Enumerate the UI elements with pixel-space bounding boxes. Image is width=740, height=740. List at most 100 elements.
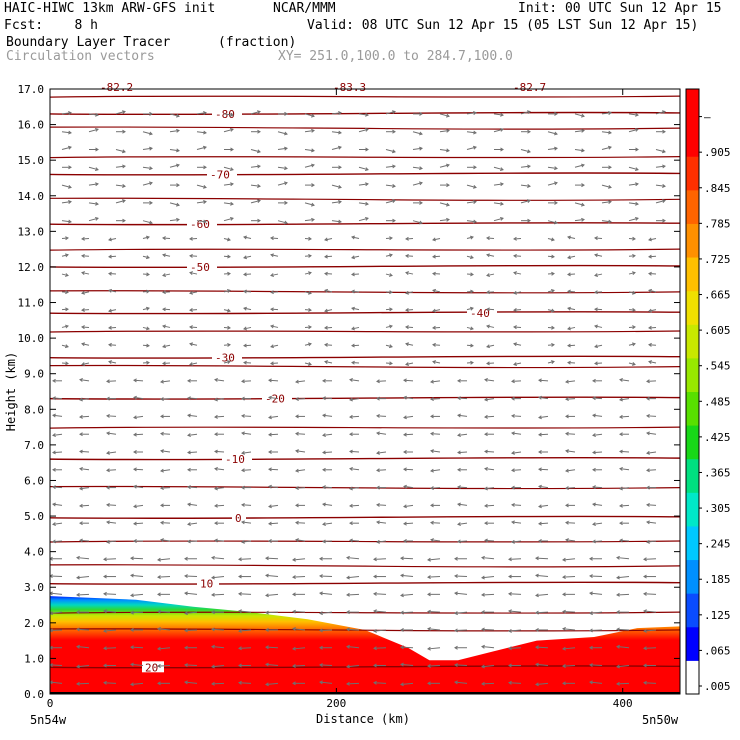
wind-vector-head bbox=[189, 236, 193, 241]
wind-vector-head bbox=[64, 324, 69, 329]
wind-vector-head bbox=[94, 216, 99, 221]
wind-vector bbox=[385, 111, 396, 115]
wind-vector bbox=[628, 128, 639, 133]
wind-vector bbox=[457, 451, 468, 454]
wind-vector-head bbox=[446, 217, 450, 222]
wind-vector-head bbox=[230, 182, 234, 187]
wind-vector-head bbox=[157, 609, 161, 614]
wind-vector-head bbox=[351, 272, 355, 277]
wind-vector-head bbox=[581, 217, 585, 222]
wind-vector-head bbox=[265, 573, 269, 578]
wind-vector-head bbox=[310, 202, 315, 207]
wind-vector-head bbox=[592, 522, 596, 527]
isotherm-label: -10 bbox=[225, 453, 245, 466]
wind-vector bbox=[196, 220, 207, 223]
wind-vector-head bbox=[243, 289, 247, 294]
wind-vector-head bbox=[373, 628, 377, 633]
wind-vector-head bbox=[562, 592, 566, 597]
wind-vector bbox=[511, 380, 522, 382]
wind-vector bbox=[373, 647, 387, 649]
wind-vector bbox=[142, 362, 150, 364]
wind-vector-head bbox=[189, 271, 194, 275]
wind-vector bbox=[79, 415, 90, 418]
wind-vector-head bbox=[526, 149, 531, 154]
wind-vector-head bbox=[295, 397, 299, 402]
wind-vector-head bbox=[567, 235, 572, 240]
wind-vector-head bbox=[103, 628, 107, 633]
wind-vector-head bbox=[79, 538, 83, 543]
wind-vector-head bbox=[187, 413, 191, 418]
wind-vector-head bbox=[481, 627, 485, 632]
wind-vector-head bbox=[322, 522, 326, 527]
wind-vector-head bbox=[616, 644, 620, 649]
wind-vector bbox=[601, 112, 612, 115]
y-tick-label: 14.0 bbox=[18, 190, 45, 203]
wind-vector-head bbox=[619, 486, 623, 491]
wind-vector bbox=[214, 379, 225, 382]
wind-vector-head bbox=[130, 610, 134, 615]
wind-vector bbox=[223, 166, 234, 171]
wind-vector bbox=[115, 149, 126, 153]
wind-vector-head bbox=[389, 307, 393, 312]
wind-vector-head bbox=[430, 414, 434, 419]
wind-vector-head bbox=[403, 504, 407, 509]
wind-vector bbox=[508, 610, 522, 613]
wind-vector-head bbox=[351, 306, 356, 311]
wind-vector bbox=[241, 540, 252, 543]
wind-vector-head bbox=[484, 377, 488, 382]
wind-vector bbox=[88, 166, 99, 171]
wind-vector-head bbox=[187, 467, 191, 472]
wind-vector bbox=[142, 131, 153, 135]
wind-vector bbox=[547, 166, 558, 169]
wind-vector-head bbox=[526, 199, 531, 203]
wind-vector-head bbox=[322, 433, 326, 438]
wind-vector-head bbox=[373, 609, 377, 614]
wind-vector-head bbox=[203, 165, 207, 170]
wind-vector bbox=[481, 576, 495, 579]
wind-vector-head bbox=[427, 646, 431, 651]
wind-vector-head bbox=[511, 450, 515, 455]
wind-vector bbox=[466, 201, 477, 204]
wind-vector bbox=[405, 326, 414, 328]
wind-vector bbox=[430, 539, 441, 542]
wind-vector-head bbox=[214, 377, 218, 382]
wind-vector bbox=[189, 362, 198, 366]
wind-vector-head bbox=[338, 219, 342, 224]
wind-vector-head bbox=[227, 342, 231, 347]
wind-vector-head bbox=[322, 450, 326, 455]
wind-vector bbox=[466, 362, 474, 364]
wind-vector bbox=[187, 486, 198, 489]
wind-vector bbox=[223, 202, 234, 205]
wind-vector bbox=[108, 309, 117, 312]
wind-vector bbox=[103, 558, 117, 560]
wind-vector bbox=[349, 415, 360, 418]
wind-vector bbox=[223, 309, 231, 312]
wind-vector bbox=[189, 237, 198, 240]
wind-vector-head bbox=[187, 539, 191, 544]
wind-vector-head bbox=[373, 591, 377, 596]
wind-vector-head bbox=[486, 290, 490, 295]
colorbar-frame bbox=[685, 88, 700, 695]
wind-vector-head bbox=[430, 520, 434, 525]
wind-vector-head bbox=[133, 504, 137, 509]
wind-vector bbox=[520, 199, 531, 204]
wind-vector-head bbox=[535, 627, 539, 632]
wind-vector bbox=[295, 487, 306, 489]
wind-vector-head bbox=[513, 308, 517, 312]
wind-vector-head bbox=[103, 574, 107, 579]
colorbar-swatch bbox=[686, 290, 699, 325]
wind-vector bbox=[81, 362, 90, 366]
wind-vector-head bbox=[338, 200, 342, 204]
wind-vector-head bbox=[121, 110, 126, 115]
wind-vector bbox=[484, 539, 495, 542]
wind-vector-head bbox=[311, 217, 315, 222]
wind-vector bbox=[351, 326, 360, 330]
wind-vector-head bbox=[292, 557, 296, 562]
wind-vector bbox=[142, 236, 150, 239]
wind-vector-head bbox=[184, 628, 188, 633]
wind-vector bbox=[562, 576, 576, 578]
wind-vector-head bbox=[581, 148, 585, 153]
wind-vector-head bbox=[349, 377, 353, 382]
wind-vector bbox=[538, 379, 549, 382]
wind-vector bbox=[562, 611, 576, 613]
